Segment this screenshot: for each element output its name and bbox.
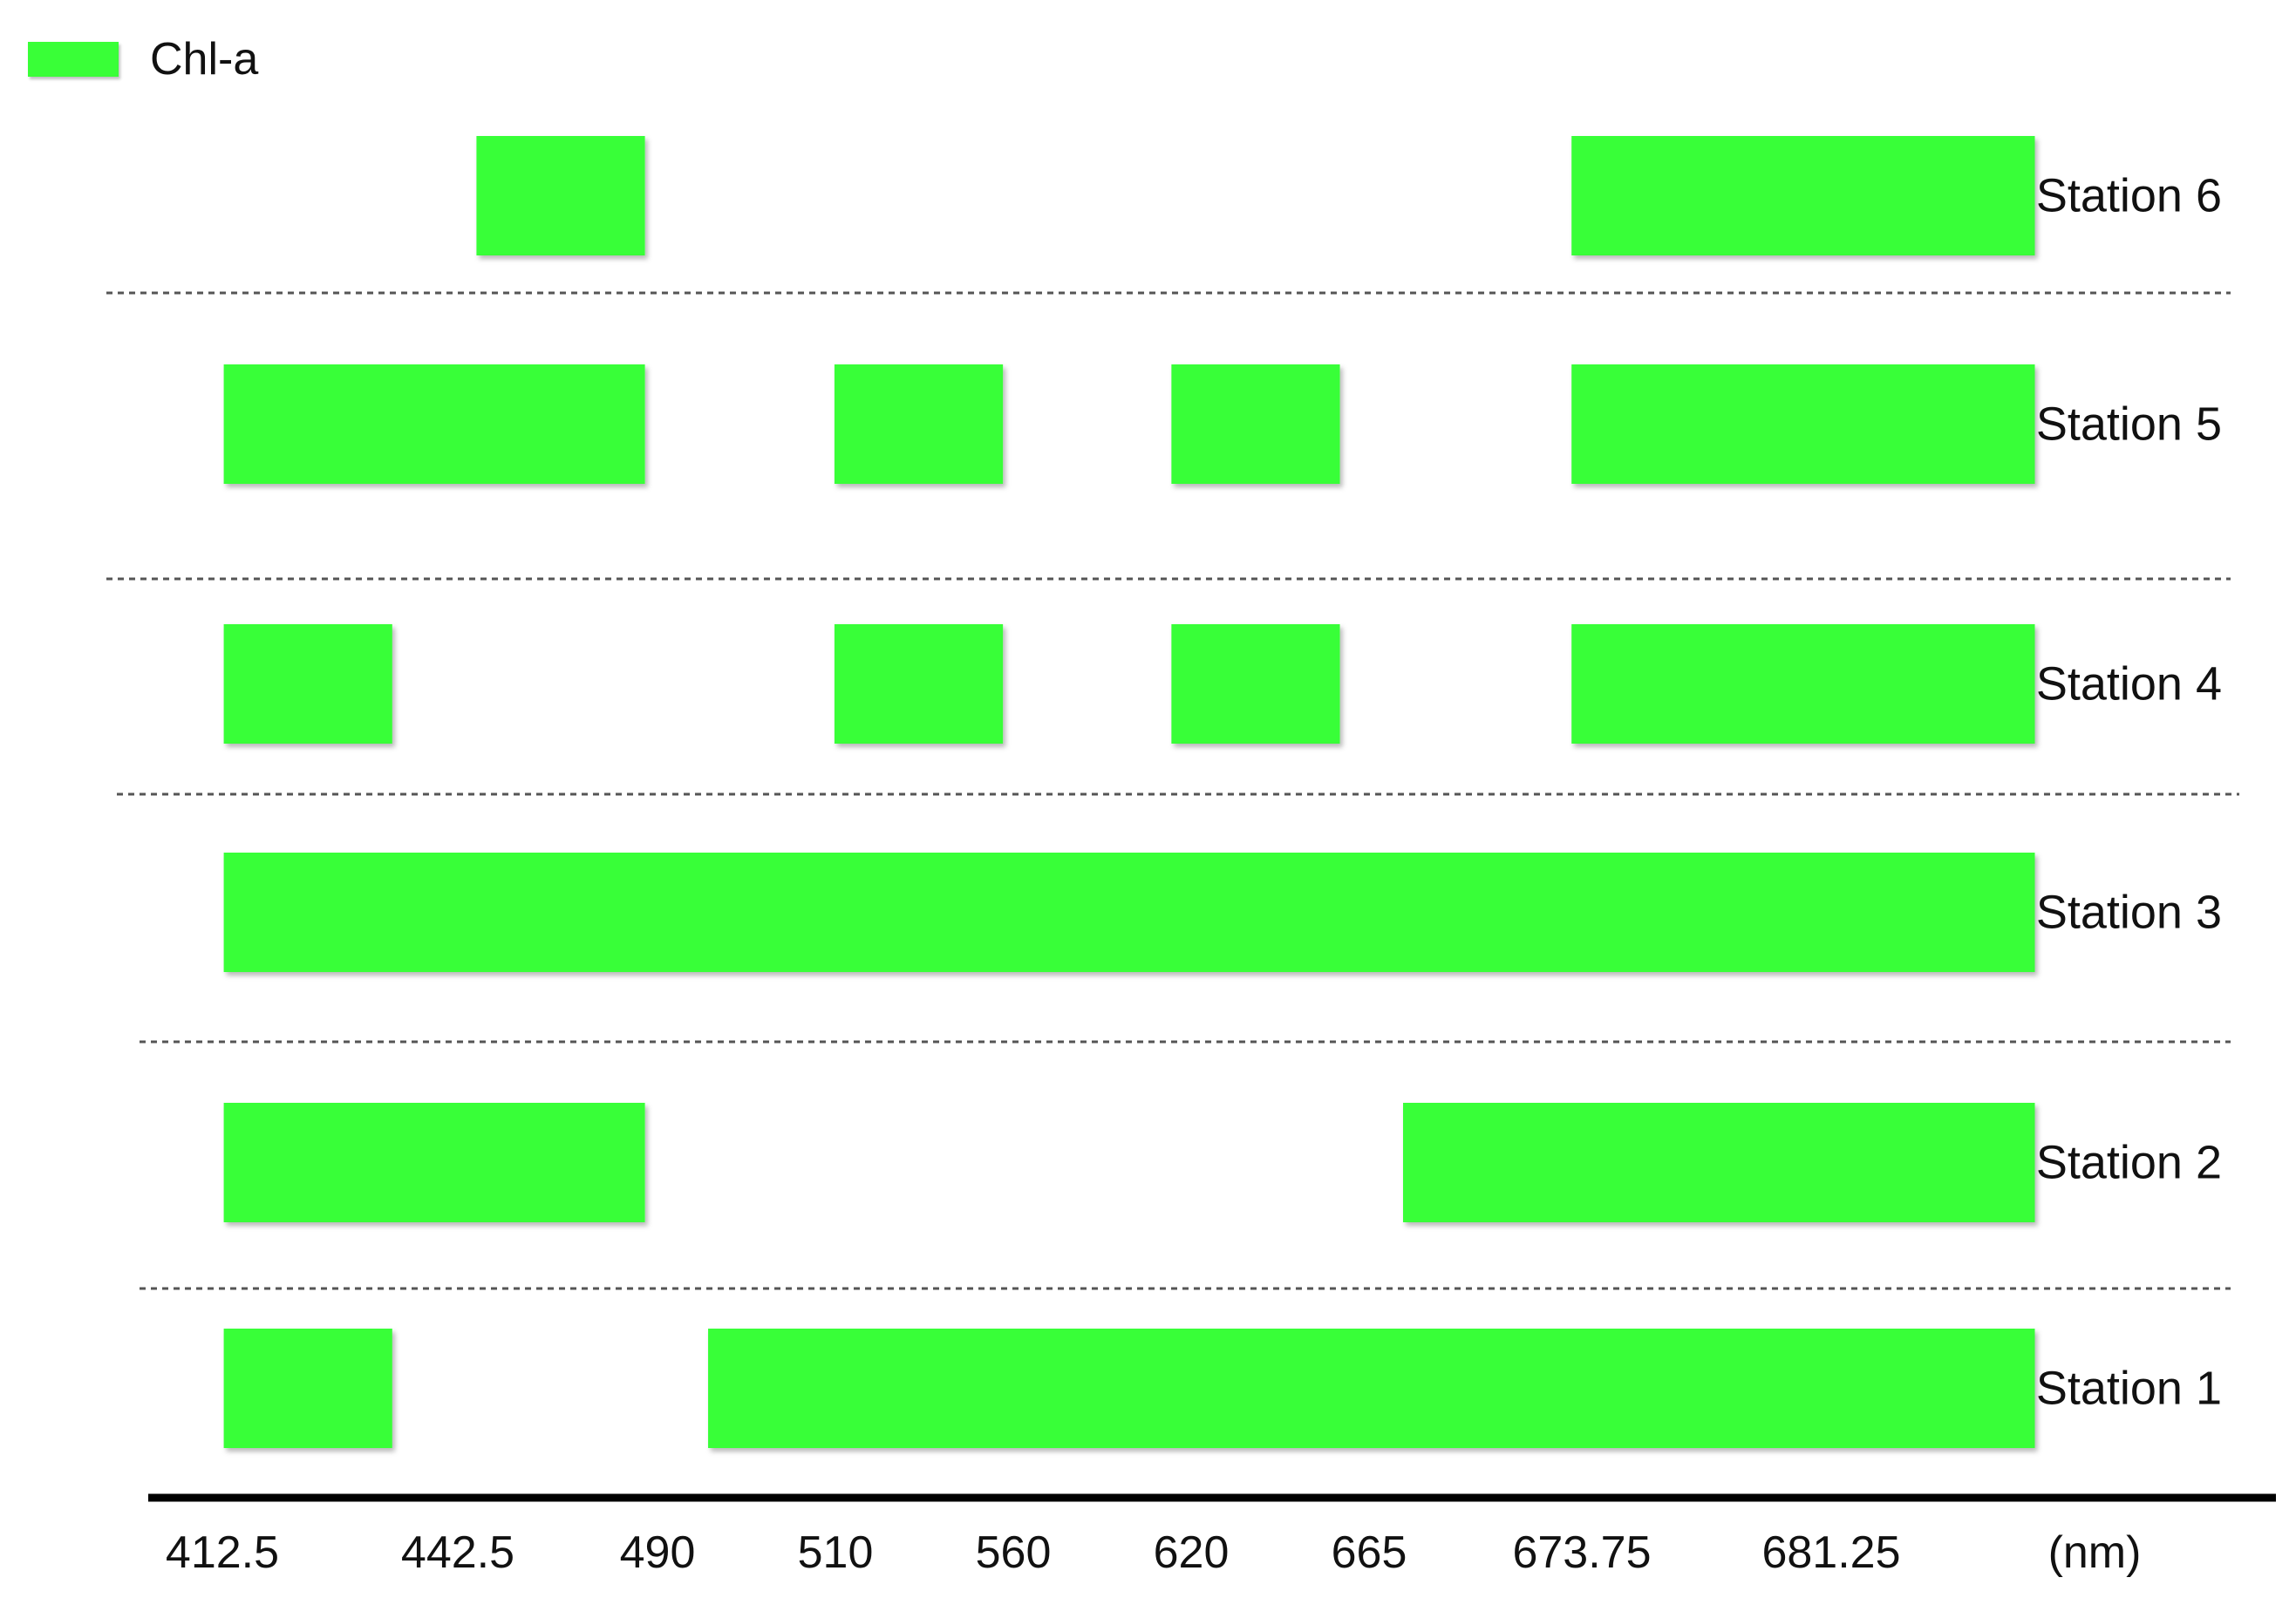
x-unit-label: (nm) [2048,1527,2142,1578]
station-label: Station 1 [2036,1363,2222,1415]
band-bar [1571,364,2035,484]
x-tick-label: 681.25 [1761,1527,1900,1578]
band-bar [223,624,392,744]
station-label: Station 4 [2036,658,2222,711]
x-tick-label: 620 [1154,1527,1230,1578]
band-bar [1171,364,1340,484]
x-tick-label: 560 [976,1527,1052,1578]
x-tick-label: 665 [1332,1527,1407,1578]
legend: Chl-a [28,33,258,85]
x-tick-label: 510 [798,1527,874,1578]
x-tick-label: 490 [620,1527,696,1578]
band-bar [1171,624,1340,744]
band-bar [1571,624,2035,744]
station-label: Station 3 [2036,887,2222,939]
legend-label: Chl-a [150,34,259,85]
x-tick-label: 412.5 [166,1527,279,1578]
station-label: Station 6 [2036,170,2222,222]
legend-swatch [28,42,119,77]
band-bar [223,364,645,484]
band-bar [834,624,1004,744]
band-bar [708,1329,2035,1448]
station-label: Station 5 [2036,398,2222,451]
band-bar [1571,136,2035,255]
band-bar [223,853,2035,972]
band-bar [1403,1103,2035,1222]
band-bar [834,364,1004,484]
x-tick-label: 673.75 [1512,1527,1651,1578]
station-label: Station 2 [2036,1137,2222,1189]
band-bar [476,136,645,255]
band-bar [223,1329,392,1448]
x-tick-label: 442.5 [401,1527,514,1578]
band-bar [223,1103,645,1222]
